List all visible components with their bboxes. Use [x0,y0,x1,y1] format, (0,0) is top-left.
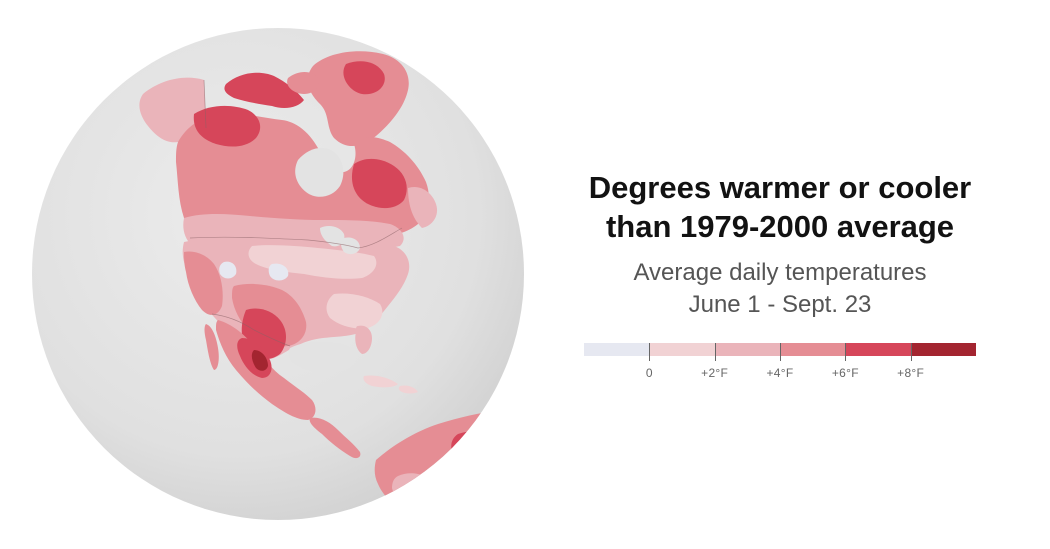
caribbean-islands [363,375,418,394]
legend-subtitle-line-1: Average daily temperatures [633,259,927,286]
legend-title: Degrees warmer or cooler than 1979-2000 … [560,168,1000,246]
scale-tick-label: 0 [645,366,653,380]
scale-swatch [845,343,912,356]
hudson-bay [295,147,344,197]
arctic-islands [224,72,304,108]
scale-tick [780,343,781,361]
us-cool-patches [219,261,289,281]
scale-tick [910,343,912,361]
legend-panel: Degrees warmer or cooler than 1979-2000 … [560,168,1000,383]
scale-swatch [780,343,846,356]
south-america-hot [451,431,503,472]
globe-svg [32,28,524,520]
color-scale: 0 +2°F +4°F +6°F +8°F [584,343,977,383]
us-west [184,251,223,315]
south-america-light [392,473,439,510]
scale-tick [714,343,716,361]
florida [355,325,372,354]
us-southeast [326,293,383,329]
scale-tick-label: +2°F [701,366,729,380]
mexico-hottest [251,350,268,371]
scale-tick [649,343,651,361]
arctic-island-2 [287,72,320,94]
legend-title-line-2: than 1979-2000 average [605,209,955,244]
us-canada-border [189,227,403,249]
scale-tick-label: +6°F [831,366,859,380]
gulf-of-mexico [288,341,356,373]
legend-subtitle: Average daily temperatures June 1 - Sept… [560,257,1000,321]
greenland-hot [343,61,385,95]
baja-california [204,324,219,370]
scale-swatch [714,343,781,356]
labrador [408,186,438,228]
great-lakes [320,226,360,255]
us-mexico-border [211,313,291,347]
alaska-border [203,79,207,129]
scale-swatch [584,343,650,356]
scale-swatch [910,343,977,356]
scale-tick-label: +4°F [766,366,794,380]
legend-subtitle-line-2: June 1 - Sept. 23 [688,291,872,318]
scale-swatch [649,343,716,356]
central-america [309,417,361,459]
borders-layer [189,79,403,347]
scale-tick-label: +8°F [897,366,925,380]
quebec-hot [351,158,407,209]
legend-title-line-1: Degrees warmer or cooler [588,170,972,205]
canada-northwest-hot [193,105,261,147]
alaska [139,77,206,143]
globe-map [28,24,528,524]
scale-tick [845,343,847,361]
